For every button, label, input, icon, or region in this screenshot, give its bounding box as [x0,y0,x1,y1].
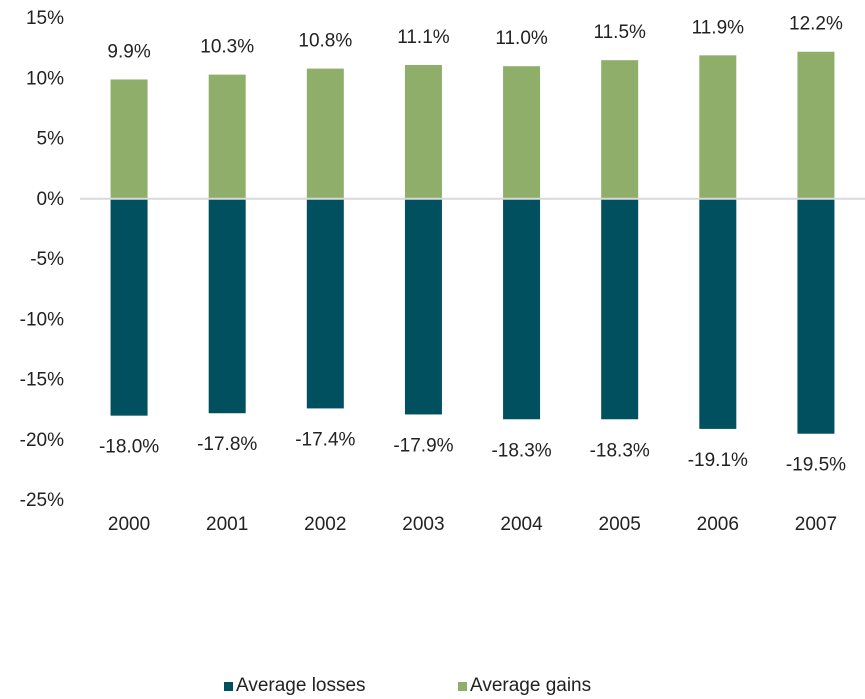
x-tick-label: 2000 [108,514,150,535]
x-tick-label: 2001 [206,514,248,535]
y-tick-label: -15% [20,370,64,391]
bar-losses [208,198,246,414]
data-label-losses: -18.3% [590,440,650,461]
data-label-losses: -18.3% [491,440,551,461]
data-label-gains: 12.2% [789,14,843,35]
x-axis: 2000 2001 2002 2003 2004 2005 2006 2007 [108,514,837,535]
bar-losses [404,198,442,415]
legend-label-gains: Average gains [470,675,592,696]
x-tick-label: 2005 [599,514,641,535]
y-tick-label: -5% [30,249,64,270]
y-tick-label: -10% [20,309,64,330]
bar-gains [208,74,246,199]
x-tick-label: 2004 [500,514,543,535]
data-label-gains: 11.0% [495,28,548,49]
bars [110,51,835,434]
y-tick-label: 15% [26,8,64,29]
y-axis: 15% 10% 5% 0% -5% -10% -15% -20% -25% [20,8,64,511]
data-labels: 9.9% -18.0% 10.3% -17.8% 10.8% -17.4% 11.1% -17… [99,14,846,476]
bar-losses [503,198,541,420]
data-label-losses: -17.9% [393,435,453,456]
y-tick-label: 5% [37,129,65,150]
bar-gains [404,64,442,199]
data-label-losses: -18.0% [99,437,159,458]
y-tick-label: 10% [26,68,64,89]
legend-label-losses: Average losses [236,675,366,696]
x-tick-label: 2006 [697,514,739,535]
data-label-gains: 10.8% [298,31,352,52]
bar-losses [306,198,344,409]
legend-swatch-losses [224,681,233,691]
data-label-losses: -19.1% [688,450,748,471]
y-tick-label: -20% [20,430,64,451]
data-label-gains: 11.9% [692,17,745,38]
bar-gains [601,60,639,199]
bar-losses [110,198,148,416]
y-tick-label: -25% [20,490,64,511]
bar-gains [699,55,737,199]
bar-losses [601,198,639,420]
bar-gains [110,79,148,199]
bar-losses [699,198,737,429]
x-tick-label: 2002 [304,514,346,535]
data-label-losses: -17.8% [197,434,257,455]
bar-gains [306,68,344,199]
data-label-gains: 10.3% [200,37,254,58]
data-label-gains: 11.5% [593,22,646,43]
x-tick-label: 2003 [402,514,444,535]
data-label-losses: -19.5% [786,455,846,476]
x-tick-label: 2007 [795,514,837,535]
bar-losses [797,198,835,434]
bar-gains [503,66,541,199]
legend-item-losses: Average losses [224,675,366,697]
legend-item-gains: Average gains [458,675,591,697]
bar-gains [797,51,835,199]
legend-swatch-gains [458,681,467,691]
data-label-gains: 11.1% [397,27,450,48]
data-label-losses: -17.4% [295,429,355,450]
y-tick-label: 0% [37,189,65,210]
legend: Average losses Average gains [0,675,865,699]
data-label-gains: 9.9% [107,41,150,62]
